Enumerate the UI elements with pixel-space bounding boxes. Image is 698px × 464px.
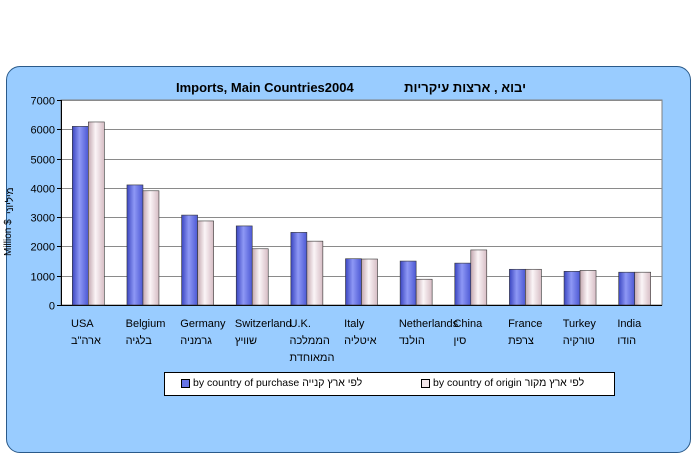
- x-tick-label: India: [617, 318, 642, 330]
- bar-purchase: [563, 271, 581, 306]
- bar-purchase: [181, 214, 198, 306]
- x-tick-label: France: [508, 318, 542, 330]
- bar-origin: [525, 268, 542, 306]
- y-tick-label: 4000: [31, 184, 55, 196]
- bar-purchase: [509, 268, 526, 306]
- x-tick-label-he: טורקיה: [563, 335, 595, 347]
- y-tick-label: 3000: [31, 213, 55, 225]
- x-tick-label-he: שוויץ: [235, 335, 257, 347]
- legend-label-purchase: by country of purchase: [193, 377, 300, 390]
- bar-origin: [251, 248, 269, 306]
- x-tick-label-he: צרפת: [508, 335, 534, 347]
- x-tick-label: U.K.: [290, 318, 311, 330]
- bar-purchase: [235, 225, 253, 306]
- legend-item-origin: by country of origin לפי ארץ מקור: [421, 377, 584, 391]
- x-tick-label: China: [453, 318, 483, 330]
- x-tick-label-he: הולנד: [399, 334, 425, 347]
- bar-purchase: [345, 258, 362, 306]
- chart-title: Imports, Main Countries2004 יבוא , ארצות…: [150, 78, 550, 100]
- x-tick-label-he: בלגיה: [126, 334, 153, 347]
- y-tick-label: 0: [49, 301, 55, 313]
- x-tick-label: Switzerland: [235, 318, 292, 330]
- bar-origin: [88, 121, 105, 306]
- x-tick-label-he: סין: [453, 335, 466, 347]
- chart-title-he: יבוא , ארצות עיקריות: [404, 80, 526, 95]
- x-tick-label-he: הממלכה: [290, 334, 330, 347]
- y-tick-label: 6000: [31, 125, 55, 137]
- bar-origin: [306, 240, 324, 306]
- bar-origin: [579, 270, 597, 306]
- x-tick-label: Netherlands: [399, 318, 459, 330]
- y-axis-label-en: Million $: [3, 219, 14, 256]
- legend-swatch-purchase: [181, 378, 190, 388]
- y-axis-label-he: מיליוני: [5, 187, 16, 214]
- bar-purchase: [399, 260, 417, 306]
- legend-label-origin-he: לפי ארץ מקור: [524, 377, 585, 390]
- x-tick-label: Germany: [180, 318, 226, 330]
- y-tick-label: 5000: [31, 155, 55, 167]
- y-tick-label: 2000: [31, 242, 55, 254]
- x-tick-label-he: איטליה: [344, 334, 376, 347]
- x-tick-label: USA: [71, 318, 94, 330]
- y-tick-label: 1000: [31, 272, 55, 284]
- bar-origin: [470, 249, 488, 306]
- bar-origin: [361, 258, 378, 306]
- bar-origin: [415, 278, 433, 306]
- bar-origin: [142, 190, 160, 306]
- x-tick-label-he-2: המאוחדת: [290, 352, 335, 364]
- bar-purchase: [72, 126, 89, 306]
- bar-origin: [634, 271, 651, 306]
- bar-purchase: [126, 184, 144, 306]
- legend: by country of purchase לפי ארץ קנייה by c…: [164, 372, 615, 396]
- x-tick-label: Turkey: [563, 318, 597, 330]
- legend-item-purchase: by country of purchase לפי ארץ קנייה: [181, 377, 362, 391]
- x-tick-label-he: גרמניה: [180, 335, 212, 347]
- x-tick-label: Italy: [344, 318, 365, 330]
- legend-label-origin: by country of origin: [433, 377, 522, 390]
- x-tick-label: Belgium: [126, 318, 166, 330]
- x-tick-label-he: ארה"ב: [71, 335, 101, 347]
- legend-label-purchase-he: לפי ארץ קנייה: [302, 377, 363, 390]
- chart-title-en: Imports, Main Countries2004: [176, 80, 354, 95]
- y-tick-label: 7000: [31, 96, 55, 108]
- x-tick-label-he: הודו: [617, 335, 636, 347]
- legend-swatch-origin: [421, 378, 430, 388]
- bar-purchase: [454, 262, 472, 306]
- bar-purchase: [618, 271, 635, 306]
- bar-purchase: [290, 232, 308, 306]
- bar-origin: [197, 220, 214, 306]
